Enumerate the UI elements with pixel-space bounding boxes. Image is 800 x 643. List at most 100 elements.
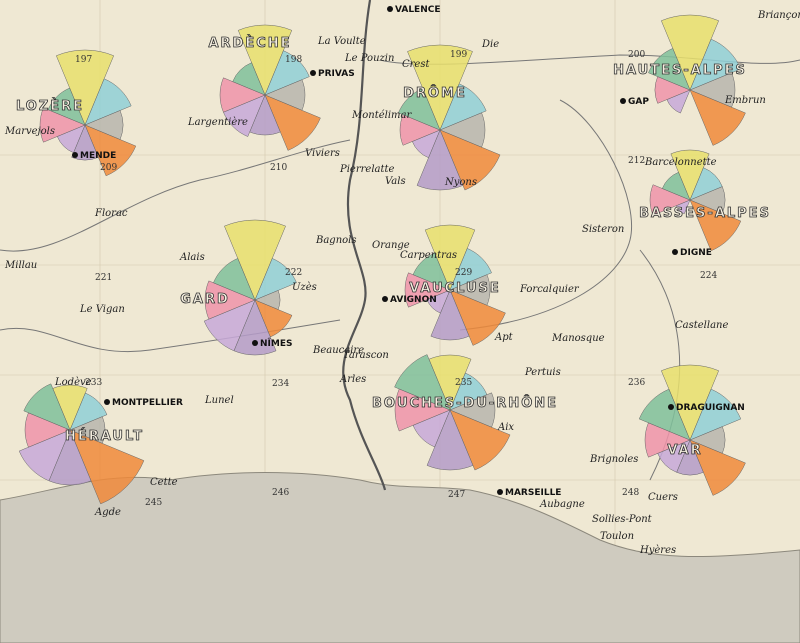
town: Uzès	[292, 282, 317, 293]
town: Millau	[4, 260, 37, 271]
town: Arles	[339, 374, 366, 385]
pie-sector	[638, 388, 691, 441]
pie-sector	[689, 388, 742, 441]
section-number: 247	[448, 490, 465, 500]
pie-sector	[18, 429, 71, 482]
pie-sector	[254, 258, 297, 301]
town: Sisteron	[582, 224, 624, 235]
prefecture: PRIVAS	[318, 69, 355, 79]
prefecture: DIGNE	[680, 248, 712, 258]
labels: LOZÈRE 197 ARDÈCHE 198 DRÔME 199 HAUTES-ALPES 2…	[4, 5, 800, 556]
pie-sector	[660, 364, 720, 441]
town: Orange	[372, 240, 410, 251]
department-name: GARD	[180, 292, 230, 307]
prefecture-dot	[620, 98, 626, 104]
prefecture: MONTPELLIER	[112, 398, 183, 408]
pie-sector	[394, 354, 451, 411]
pie-sector	[264, 94, 321, 151]
pie-sector	[398, 88, 441, 131]
prefecture: AVIGNON	[390, 295, 437, 305]
town: Sollies-Pont	[592, 514, 653, 525]
pie-sector	[264, 50, 310, 96]
section-number: 245	[145, 498, 162, 508]
pie-sector	[55, 49, 115, 126]
pie-sector	[430, 289, 470, 341]
pie-sector	[661, 171, 691, 201]
town: Crest	[402, 59, 430, 70]
prefecture: MARSEILLE	[505, 488, 561, 498]
pie-sector	[71, 124, 99, 161]
town: Lunel	[204, 395, 234, 406]
pie-sector	[47, 87, 86, 126]
pie-sector	[23, 383, 71, 431]
town: Forcalquier	[519, 284, 580, 295]
town: Montélimar	[351, 110, 412, 121]
prefecture: DRAGUIGNAN	[676, 403, 745, 413]
department-name: LOZÈRE	[16, 98, 84, 114]
prefecture-dot	[497, 489, 503, 495]
pie-sector	[449, 289, 506, 346]
town: Nyons	[444, 177, 477, 188]
pie-sector	[84, 78, 132, 126]
prefecture-dot	[382, 296, 388, 302]
section-number: 234	[272, 379, 289, 389]
pie-sector	[449, 248, 492, 291]
pie-sector	[648, 48, 691, 91]
town: Toulon	[600, 531, 634, 542]
pie-sector	[670, 149, 710, 201]
pie-sector	[213, 258, 256, 301]
town: Pertuis	[524, 367, 561, 378]
pie-sector	[232, 62, 266, 96]
town: La Voulte	[317, 36, 366, 47]
section-number: 246	[272, 488, 289, 498]
town: Barcelonnette	[644, 157, 717, 168]
section-number: 222	[285, 268, 302, 278]
pie-sector	[204, 280, 256, 320]
town: Cette	[150, 477, 178, 488]
pie-sector	[219, 77, 266, 113]
prefecture: VALENCE	[395, 5, 441, 15]
section-number: 198	[285, 55, 302, 65]
section-number: 229	[455, 268, 472, 278]
town: Florac	[94, 208, 128, 219]
section-number: 200	[628, 50, 645, 60]
department-name: ARDÈCHE	[208, 35, 291, 51]
town: Marvejols	[4, 126, 55, 137]
town: Le Pouzin	[344, 53, 394, 64]
pie-sector	[203, 299, 256, 352]
town: Beaucaire	[312, 345, 364, 356]
section-number: 210	[270, 163, 287, 173]
pie-sector	[237, 24, 293, 96]
prefecture-dot	[252, 340, 258, 346]
sea	[0, 472, 800, 643]
pie-sector	[424, 224, 476, 291]
department-name: BASSES-ALPES	[639, 206, 771, 221]
town: Carpentras	[400, 250, 457, 261]
pie-sector	[689, 439, 746, 496]
prefecture-dot	[104, 399, 110, 405]
town: Le Vigan	[79, 304, 125, 315]
town: Die	[481, 39, 499, 50]
town: Manosque	[551, 333, 605, 344]
prefecture-dot	[668, 404, 674, 410]
town: Hyères	[639, 545, 676, 556]
prefecture: MENDE	[80, 151, 116, 161]
prefecture-dot	[72, 152, 78, 158]
pie-sector	[649, 184, 691, 216]
town: Brignoles	[589, 454, 638, 465]
pie-sector	[439, 129, 501, 191]
pie-sector	[412, 252, 451, 291]
section-number: 199	[450, 50, 467, 60]
town: Alais	[179, 252, 205, 263]
town: Viviers	[305, 148, 340, 159]
section-number: 212	[628, 156, 645, 166]
prefecture: NÎMES	[260, 337, 292, 349]
pie-sector	[660, 14, 720, 91]
section-number: 197	[75, 55, 92, 65]
section-number: 209	[100, 163, 117, 173]
town: Agde	[94, 507, 121, 518]
town: Aix	[497, 422, 514, 433]
section-number: 236	[628, 378, 645, 388]
prefecture: GAP	[628, 97, 649, 107]
